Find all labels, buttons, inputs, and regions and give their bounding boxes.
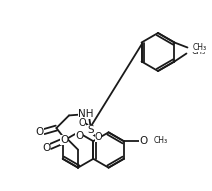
Text: O: O	[36, 127, 44, 137]
Text: S: S	[87, 125, 94, 135]
Text: O: O	[75, 131, 83, 141]
Text: CH₃: CH₃	[191, 47, 206, 56]
Text: NH: NH	[78, 109, 94, 119]
Text: O: O	[139, 136, 148, 146]
Text: O: O	[79, 118, 86, 128]
Text: CH₃: CH₃	[192, 43, 206, 52]
Text: CH₃: CH₃	[153, 136, 168, 145]
Text: O: O	[60, 135, 68, 145]
Text: O: O	[42, 142, 50, 153]
Text: O: O	[95, 132, 102, 142]
